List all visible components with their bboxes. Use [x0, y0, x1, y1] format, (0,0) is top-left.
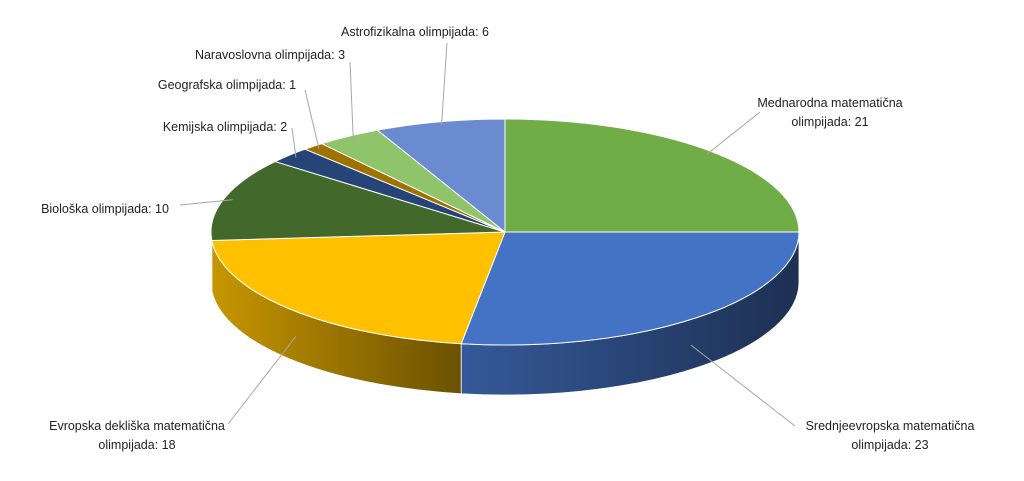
leader-line-mednarodna-matematicna-olimpijada — [706, 111, 761, 155]
data-label-srednjeevropska-matematicna-olimpijada: Srednjeevropska matematična olimpijada: 2… — [806, 419, 975, 452]
slice-mednarodna-matematicna-olimpijada — [504, 118, 800, 233]
leader-line-geografska-olimpijada — [304, 89, 320, 150]
leader-lines — [179, 42, 796, 427]
leader-line-evropska-dekliska-matematicna-olimpijada — [227, 336, 297, 425]
leader-line-naravoslovna-olimpijada — [349, 61, 354, 140]
data-label-mednarodna-matematicna-olimpijada: Mednarodna matematična olimpijada: 21 — [757, 96, 902, 129]
leader-line-srednjeevropska-matematicna-olimpijada — [690, 344, 796, 427]
slice-astrofizikalna-olimpijada — [376, 118, 506, 234]
data-label-evropska-dekliska-matematicna-olimpijada: Evropska dekliška matematična olimpijada:… — [49, 419, 225, 452]
data-label-naravoslovna-olimpijada: Naravoslovna olimpijada: 3 — [195, 48, 345, 62]
slice-evropska-dekliska-matematicna-olimpijada — [211, 231, 506, 345]
pie-tops — [210, 118, 800, 346]
data-label-kemijska-olimpijada: Kemijska olimpijada: 2 — [163, 120, 287, 134]
leader-line-kemijska-olimpijada — [291, 127, 297, 158]
data-label-astrofizikalna-olimpijada: Astrofizikalna olimpijada: 6 — [341, 25, 489, 39]
data-label-bioloska-olimpijada: Biološka olimpijada: 10 — [41, 202, 169, 216]
leader-line-astrofizikalna-olimpijada — [441, 42, 448, 126]
leader-line-bioloska-olimpijada — [179, 199, 233, 206]
data-label-geografska-olimpijada: Geografska olimpijada: 1 — [158, 78, 296, 92]
slice-srednjeevropska-matematicna-olimpijada — [460, 231, 800, 346]
data-labels: Mednarodna matematična olimpijada: 21 Sred… — [41, 25, 974, 452]
slice-bioloska-olimpijada — [210, 161, 506, 241]
